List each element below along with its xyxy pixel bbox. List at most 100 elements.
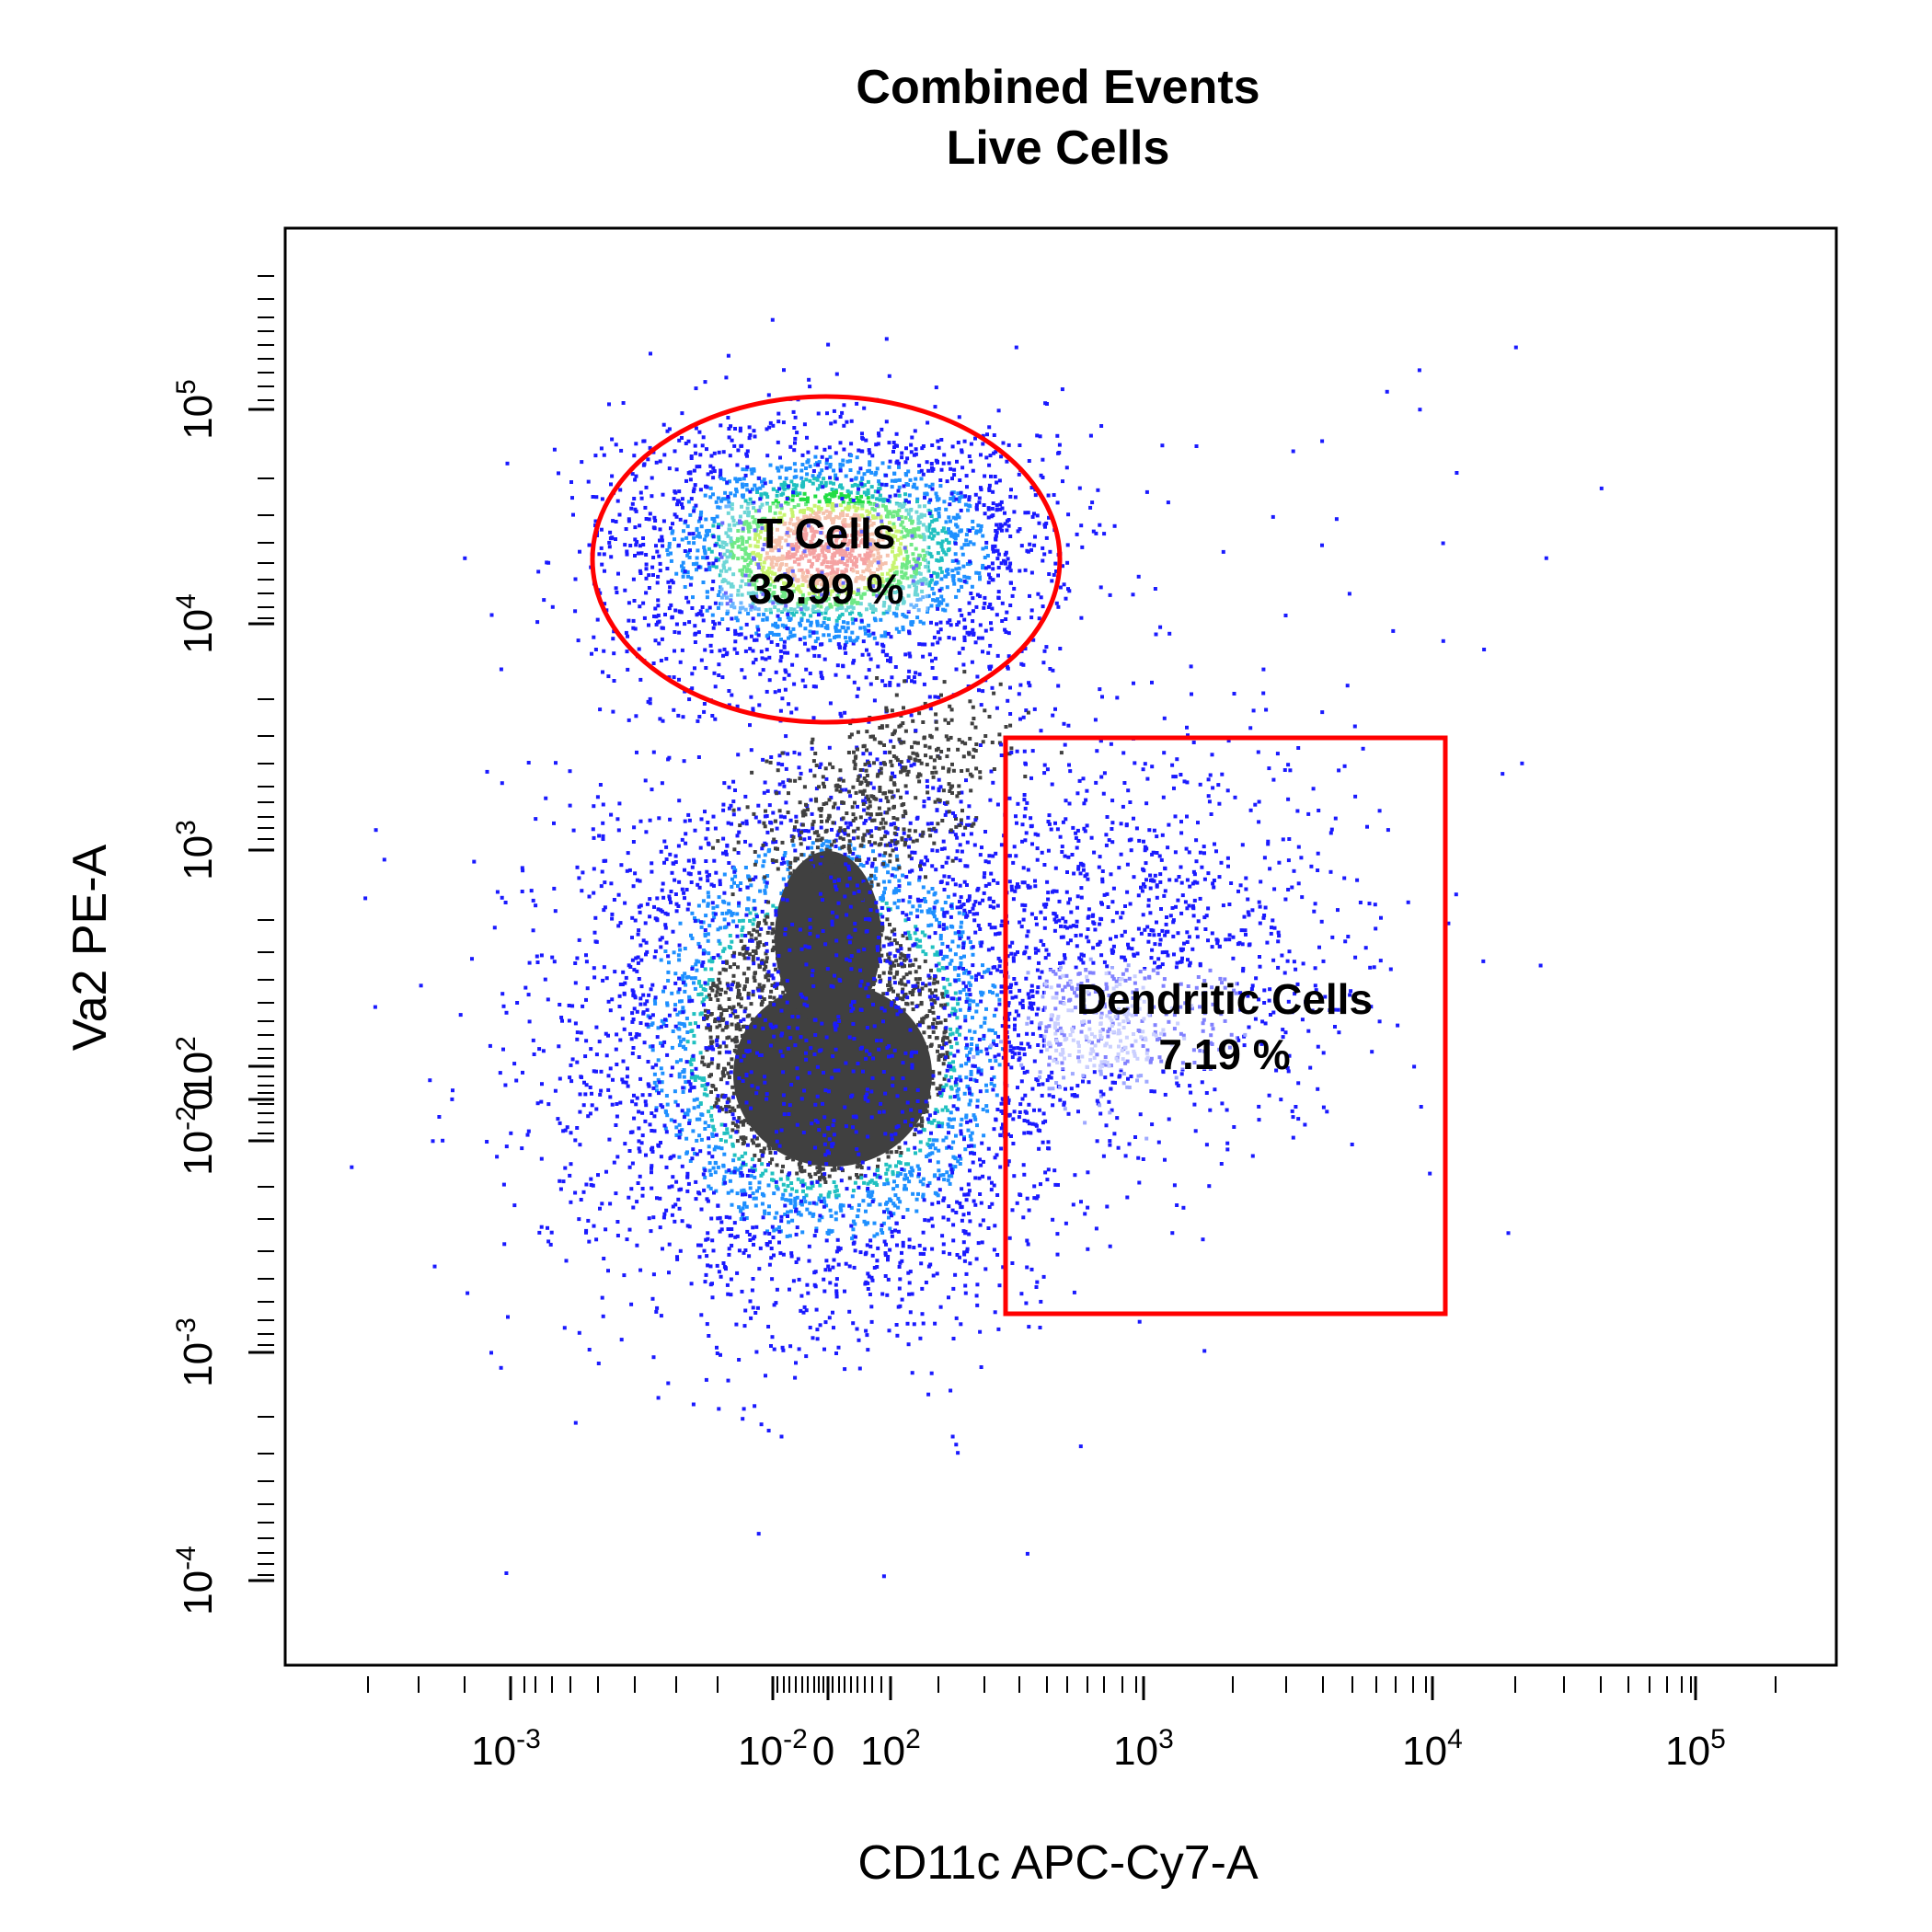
event-point xyxy=(577,937,581,942)
event-point xyxy=(697,430,702,434)
event-point xyxy=(957,650,961,655)
event-point xyxy=(1037,1083,1041,1087)
event-point xyxy=(1034,916,1038,921)
event-point xyxy=(868,1244,873,1248)
event-point xyxy=(818,471,822,476)
event-point xyxy=(886,658,890,662)
event-point xyxy=(978,1192,983,1196)
event-point xyxy=(833,493,837,498)
event-point xyxy=(832,468,835,473)
event-point xyxy=(619,448,624,453)
event-point xyxy=(828,476,833,480)
event-point xyxy=(879,617,883,622)
event-point xyxy=(917,470,922,474)
event-point xyxy=(1053,561,1058,566)
event-point xyxy=(979,524,983,528)
event-point xyxy=(798,557,802,561)
event-point xyxy=(991,567,995,571)
event-point xyxy=(935,899,939,903)
event-point xyxy=(971,952,975,957)
event-point xyxy=(674,1060,679,1064)
event-point xyxy=(707,1168,712,1173)
event-point xyxy=(788,1287,791,1292)
event-point xyxy=(851,661,856,665)
event-point xyxy=(793,529,797,534)
event-point xyxy=(896,603,901,607)
event-point xyxy=(752,520,756,524)
event-point xyxy=(950,558,955,563)
event-point xyxy=(612,679,616,683)
event-point xyxy=(962,1259,967,1263)
event-point xyxy=(973,640,978,645)
event-point xyxy=(814,513,819,517)
event-point xyxy=(677,1043,682,1048)
event-point xyxy=(834,489,838,494)
event-point xyxy=(891,540,895,545)
event-point xyxy=(670,531,674,535)
event-point xyxy=(870,610,875,615)
event-point xyxy=(896,461,901,466)
event-point xyxy=(834,673,838,677)
event-point xyxy=(890,485,894,489)
event-point xyxy=(708,643,713,648)
event-point xyxy=(958,1075,962,1079)
event-point xyxy=(978,623,983,627)
event-point xyxy=(875,1259,880,1263)
event-point xyxy=(937,558,941,563)
event-point xyxy=(754,487,759,491)
event-point xyxy=(745,454,749,458)
event-point xyxy=(751,1225,755,1230)
event-point xyxy=(746,591,751,595)
event-point xyxy=(737,919,742,924)
event-point xyxy=(1027,459,1031,463)
event-point xyxy=(671,929,675,934)
event-point xyxy=(938,566,943,570)
event-point xyxy=(959,1122,963,1127)
event-point xyxy=(722,947,727,951)
event-point xyxy=(900,569,904,574)
event-point xyxy=(777,568,781,572)
event-point xyxy=(853,1180,857,1185)
event-point xyxy=(971,468,975,473)
event-point xyxy=(925,550,929,555)
event-point xyxy=(988,576,993,581)
event-point xyxy=(944,1135,949,1140)
event-point xyxy=(856,513,860,518)
event-point xyxy=(831,568,835,572)
event-point xyxy=(854,532,858,535)
event-point xyxy=(634,474,638,478)
event-point xyxy=(949,1052,953,1056)
event-point xyxy=(915,598,920,603)
event-point xyxy=(798,598,801,603)
event-point xyxy=(552,960,557,964)
event-point xyxy=(835,577,840,581)
event-point xyxy=(704,1377,708,1382)
event-point xyxy=(678,517,683,522)
event-point xyxy=(932,635,937,639)
event-point xyxy=(825,411,829,416)
event-point xyxy=(883,630,888,635)
event-point xyxy=(890,536,894,541)
event-point xyxy=(949,497,953,500)
event-point xyxy=(797,584,801,589)
event-point xyxy=(904,790,909,795)
event-point xyxy=(714,565,719,569)
event-point xyxy=(689,497,694,501)
event-point xyxy=(954,567,959,571)
event-point xyxy=(951,1060,955,1064)
event-point xyxy=(783,605,788,610)
event-point xyxy=(690,911,695,915)
event-point xyxy=(792,462,797,466)
event-point xyxy=(744,467,749,472)
event-point xyxy=(739,996,743,1001)
event-point xyxy=(645,999,650,1004)
event-point xyxy=(1054,569,1058,573)
event-point xyxy=(749,634,753,638)
event-point xyxy=(947,1124,951,1129)
event-point xyxy=(614,520,618,523)
event-point xyxy=(799,509,803,513)
event-point xyxy=(694,1021,697,1026)
event-point xyxy=(918,938,922,943)
event-point xyxy=(708,464,713,468)
